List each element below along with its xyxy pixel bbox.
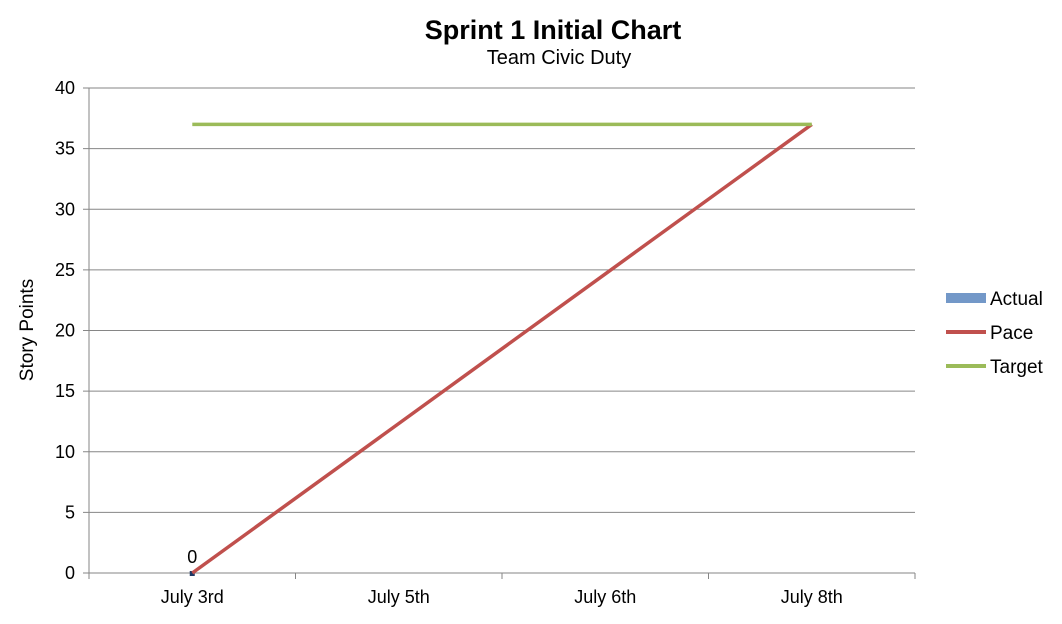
x-tick-label: July 6th	[574, 587, 636, 607]
series-layer: 0	[187, 122, 813, 576]
legend: Actual Pace Target	[946, 289, 1044, 378]
y-tick-label: 30	[55, 199, 75, 219]
gridlines	[89, 87, 915, 513]
y-tick-label: 15	[55, 381, 75, 401]
x-tick-label: July 3rd	[161, 587, 224, 607]
data-label-actual: 0	[187, 547, 197, 567]
series-line-pace	[191, 122, 813, 575]
legend-swatch-actual	[946, 293, 986, 303]
y-tick-label: 40	[55, 78, 75, 98]
chart-title: Sprint 1 Initial Chart	[425, 15, 682, 45]
y-tick-label: 20	[55, 321, 75, 341]
bar-actual	[189, 571, 195, 576]
chart-subtitle: Team Civic Duty	[487, 47, 631, 69]
y-axis-title: Story Points	[17, 279, 38, 381]
y-tick-label: 35	[55, 139, 75, 159]
legend-label-actual: Actual	[990, 289, 1043, 310]
x-tick-label: July 5th	[368, 587, 430, 607]
y-tick-label: 5	[65, 502, 75, 522]
axes: 0 5 10 15 20 25 30 35 40 July 3rd July 5th July 6th…	[55, 78, 916, 607]
x-tick-label: July 8th	[781, 587, 843, 607]
y-tick-label: 25	[55, 260, 75, 280]
y-tick-label: 0	[65, 563, 75, 583]
legend-label-pace: Pace	[990, 323, 1033, 344]
y-tick-label: 10	[55, 442, 75, 462]
legend-label-target: Target	[990, 357, 1044, 378]
